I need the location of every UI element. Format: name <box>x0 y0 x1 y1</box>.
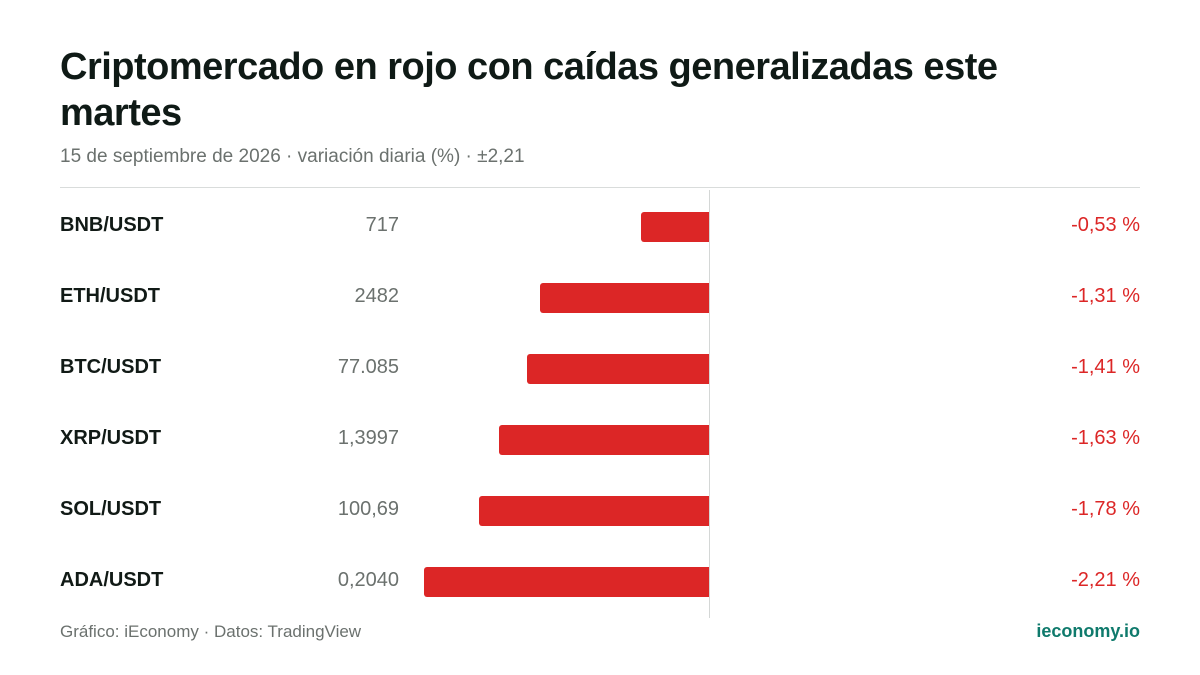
source-credit: Gráfico: iEconomy · Datos: TradingView <box>60 622 362 641</box>
chart-row: ETH/USDT 2482 -1,31 % <box>0 261 1200 332</box>
chart-subtitle: 15 de septiembre de 2026 · variación dia… <box>60 146 525 167</box>
variation-label: -0,53 % <box>1071 214 1140 236</box>
variation-label: -1,31 % <box>1071 285 1140 307</box>
chart-row: BTC/USDT 77.085 -1,41 % <box>0 332 1200 403</box>
price-value: 0,2040 <box>337 569 399 591</box>
pair-label: ADA/USDT <box>60 569 164 591</box>
price-value: 100,69 <box>337 498 399 520</box>
chart-row: XRP/USDT 1,3997 -1,63 % <box>0 403 1200 474</box>
variation-label: -1,63 % <box>1071 427 1140 449</box>
variation-label: -1,41 % <box>1071 356 1140 378</box>
pair-label: BNB/USDT <box>60 214 164 236</box>
pair-label: XRP/USDT <box>60 427 162 449</box>
chart-row: SOL/USDT 100,69 -1,78 % <box>0 474 1200 545</box>
price-value: 77.085 <box>337 356 399 378</box>
zero-axis-line <box>709 190 710 618</box>
price-value: 717 <box>365 214 399 236</box>
variation-bar <box>479 496 709 526</box>
price-value: 2482 <box>354 285 400 307</box>
variation-bar <box>540 283 709 313</box>
variation-bar <box>640 212 709 242</box>
chart-row: ADA/USDT 0,2040 -2,21 % <box>0 545 1200 616</box>
brand-link[interactable]: ieconomy.io <box>1036 621 1140 641</box>
variation-label: -1,78 % <box>1071 498 1140 520</box>
chart-title: Criptomercado en rojo con caídas general… <box>60 46 998 134</box>
variation-bar <box>498 425 709 455</box>
pair-label: ETH/USDT <box>60 285 160 307</box>
variation-bar <box>424 567 709 597</box>
chart-row: BNB/USDT 717 -0,53 % <box>0 190 1200 261</box>
pair-label: BTC/USDT <box>60 356 162 378</box>
pair-label: SOL/USDT <box>60 498 162 520</box>
variation-label: -2,21 % <box>1071 569 1140 591</box>
variation-bar <box>527 354 709 384</box>
price-value: 1,3997 <box>337 427 399 449</box>
header-divider <box>60 187 1140 188</box>
bar-chart: BNB/USDT 717 -0,53 % ETH/USDT 2482 -1,31 % BTC… <box>0 190 1200 618</box>
